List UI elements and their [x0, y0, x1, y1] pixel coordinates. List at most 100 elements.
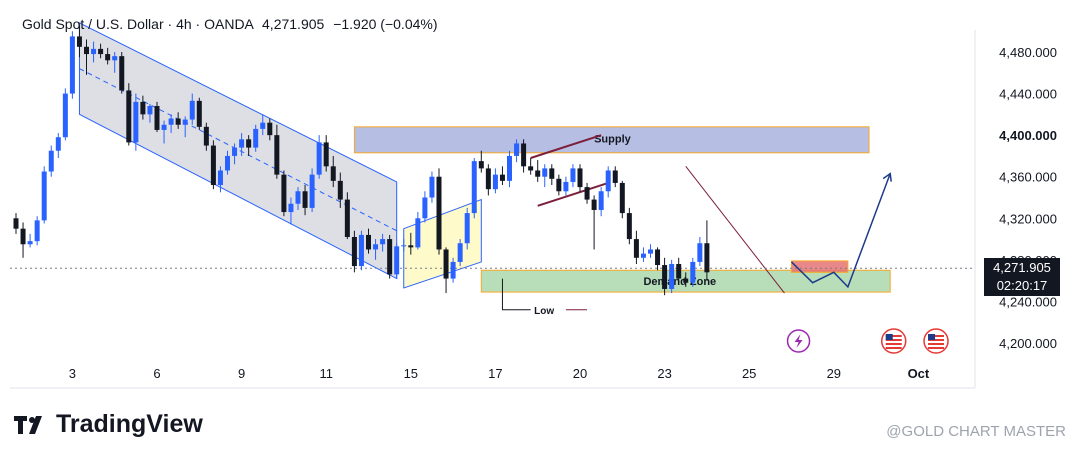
candle-body — [168, 118, 174, 125]
candle-body — [408, 245, 414, 248]
candle-body — [591, 199, 597, 210]
candle-body — [62, 93, 68, 138]
us-flag-icon — [928, 334, 936, 340]
candle-body — [309, 174, 315, 208]
y-tick-label: 4,360.000 — [999, 170, 1057, 185]
candle-body — [655, 249, 661, 266]
candle-body — [429, 176, 435, 198]
candle-body — [133, 101, 139, 143]
y-tick-label: 4,320.000 — [999, 211, 1057, 226]
us-flag-icon — [885, 334, 893, 340]
projected-path — [790, 173, 891, 289]
wedge-upper-line — [530, 134, 602, 159]
candle-body — [281, 174, 287, 213]
candle-body — [323, 142, 329, 167]
candle-body — [98, 48, 104, 55]
us-flag-icon — [885, 343, 902, 345]
candle-body — [337, 180, 343, 200]
x-tick-label: 11 — [319, 366, 333, 381]
candle-body — [619, 182, 625, 214]
us-flag-icon — [885, 339, 902, 341]
candle-body — [76, 36, 82, 47]
watermark: @GOLD CHART MASTER — [886, 423, 1066, 440]
wedge-lower-line — [537, 181, 609, 207]
candle-body — [274, 135, 280, 175]
x-tick-label: 25 — [742, 366, 756, 381]
us-flag-icon — [885, 335, 902, 337]
candle-body — [401, 245, 407, 247]
downtrend-line — [685, 166, 785, 294]
x-tick-label: 3 — [69, 366, 76, 381]
candle-body — [535, 170, 541, 177]
header-separator: · — [167, 16, 177, 32]
candle-body — [528, 166, 534, 171]
candle-body — [69, 36, 75, 94]
candle-body — [612, 170, 618, 183]
candle-body — [450, 261, 456, 279]
candle-body — [84, 46, 89, 55]
data-source: OANDA — [204, 16, 254, 32]
candle-body — [344, 199, 350, 237]
candle-body — [570, 168, 576, 182]
us-flag-icon — [928, 339, 945, 341]
candle-body — [605, 170, 611, 192]
y-tick-label: 4,400.000 — [999, 128, 1057, 143]
x-tick-label: 9 — [238, 366, 245, 381]
bar-countdown: 02:20:17 — [996, 278, 1048, 293]
candle-body — [422, 197, 428, 219]
x-tick-label: 17 — [488, 366, 502, 381]
candle-body — [358, 234, 364, 267]
low-marker-line — [501, 278, 531, 311]
candle-body — [492, 174, 498, 190]
candle-body — [13, 218, 19, 229]
candle-body — [443, 249, 449, 279]
candle-body — [662, 265, 668, 289]
x-tick-label: 20 — [573, 366, 587, 381]
supply-zone — [353, 126, 870, 154]
candle-body — [217, 170, 223, 186]
candle-body — [27, 241, 33, 245]
candle-body — [105, 54, 111, 61]
candle-body — [464, 213, 470, 244]
candle-body — [457, 243, 463, 262]
candle-body — [351, 236, 357, 267]
demand-zone-label: Demand Zone — [643, 276, 716, 288]
x-tick-label: 6 — [153, 366, 160, 381]
descending-channel — [78, 22, 398, 280]
candle-body — [436, 176, 442, 250]
candle-body — [246, 139, 252, 148]
candle-body — [330, 166, 336, 181]
y-tick-label: 4,240.000 — [999, 294, 1057, 309]
candle-body — [232, 147, 238, 156]
candle-body — [556, 178, 562, 192]
candle-body — [676, 264, 682, 279]
candle-body — [119, 56, 125, 91]
candle-body — [147, 106, 153, 115]
candle-body — [225, 155, 230, 171]
candle-body — [640, 253, 646, 258]
x-tick-label: 29 — [827, 366, 841, 381]
candle-body — [316, 142, 322, 175]
candle-body — [175, 118, 181, 125]
candle-body — [380, 239, 386, 245]
candle-body — [478, 161, 484, 169]
low-label: Low — [534, 306, 554, 317]
y-tick-label: 4,440.000 — [999, 87, 1057, 102]
candle-body — [563, 181, 569, 192]
candle-body — [648, 249, 653, 254]
candle-body — [55, 137, 61, 151]
entry-box — [791, 260, 849, 273]
us-flag-icon — [928, 343, 945, 345]
candle-body — [239, 139, 245, 148]
candle-body — [210, 145, 216, 186]
last-price-tag: 4,271.905 02:20:17 — [984, 258, 1060, 296]
candle-body — [302, 191, 308, 208]
candle-body — [584, 187, 590, 200]
candle-body — [366, 234, 371, 250]
candle-body — [514, 143, 520, 156]
candle-body — [485, 168, 491, 190]
candle-body — [48, 150, 54, 172]
candle-body — [126, 90, 132, 143]
us-flag-icon — [885, 347, 902, 349]
